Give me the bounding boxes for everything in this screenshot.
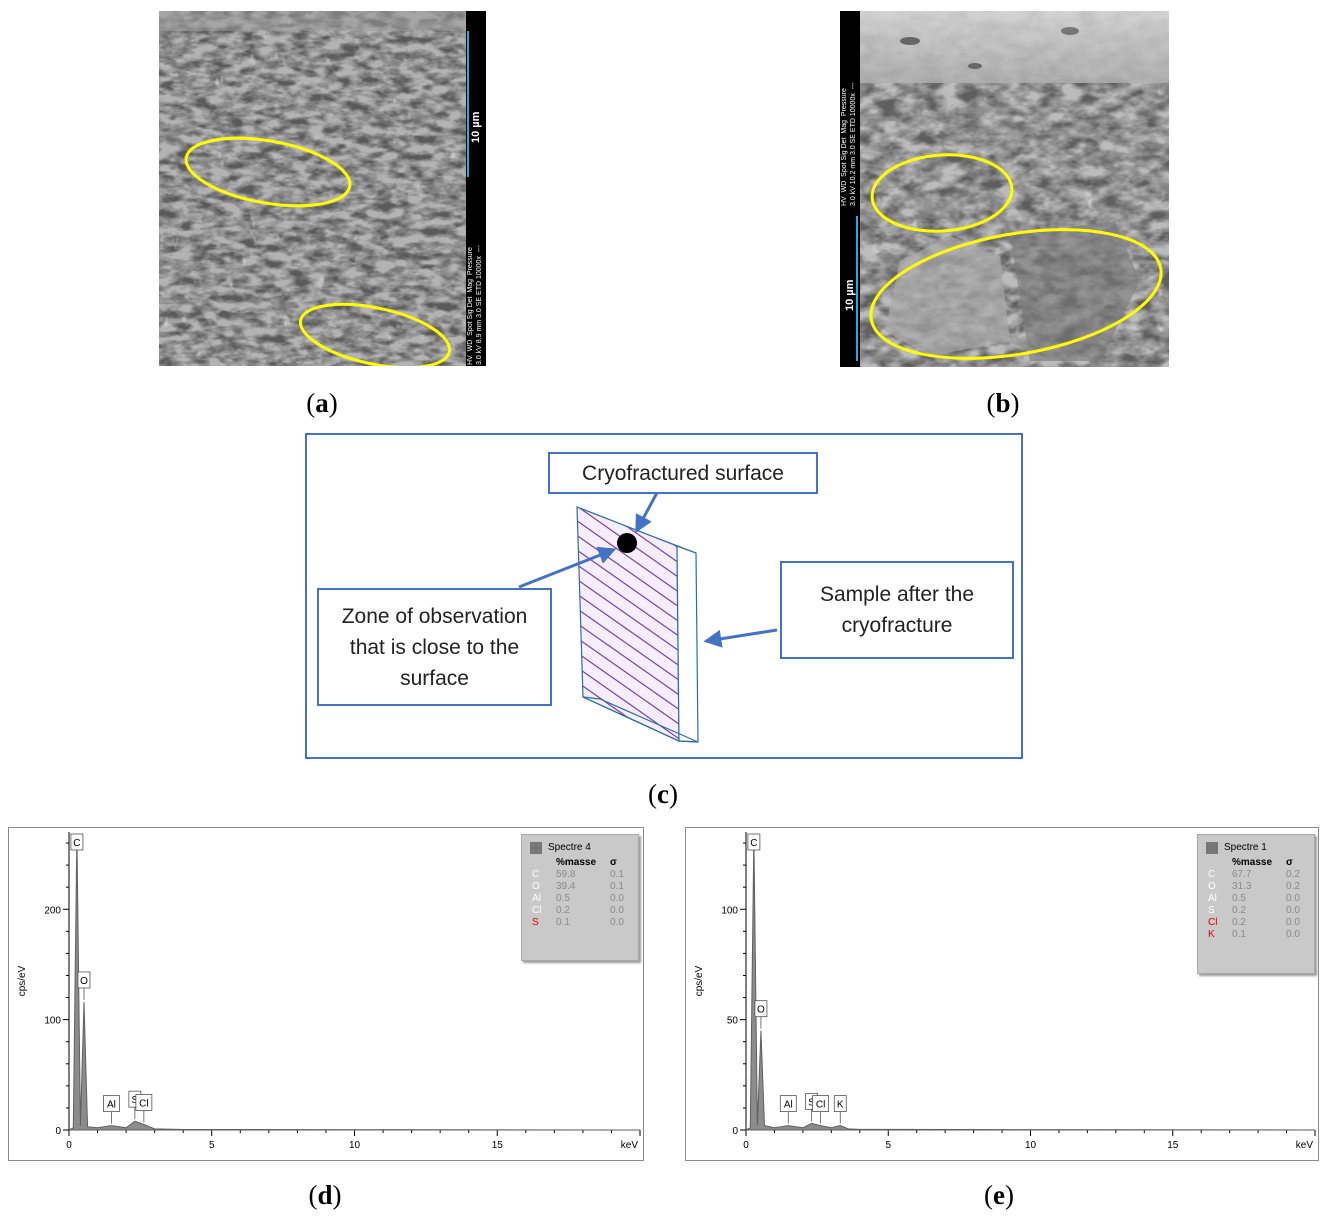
peak-label: Cl (813, 1096, 829, 1124)
legend-row: O 39.4 0.1 (522, 881, 638, 893)
caption-b: (b) (973, 388, 1033, 419)
chart-legend-d: Spectre 4 %masse σ C 59.8 0.1 O 39.4 0.1 Al 0.5 0.0… (521, 834, 639, 961)
legend-row: C 59.8 0.1 (522, 869, 638, 881)
svg-text:C: C (750, 838, 757, 849)
sem-info-line2: 3.0 kV 10.2 mm 3.0 SE ETD 10000x --- (850, 82, 857, 206)
sem-image-b: 10 µm HV WD Spot Sig Det Mag Pressure 3.… (840, 11, 1169, 367)
label-zone-of-observation: Zone of observation that is close to the… (317, 588, 552, 706)
svg-text:O: O (757, 1005, 765, 1016)
svg-text:C: C (73, 838, 80, 849)
legend-row: Al 0.5 0.0 (1198, 893, 1314, 905)
x-axis-label: keV (621, 1140, 639, 1151)
x-tick-label: 10 (349, 1140, 361, 1151)
label-sample-after-cryofracture: Sample after the cryofracture (780, 561, 1014, 659)
sem-info-line1: HV WD Spot Sig Det Mag Pressure (841, 88, 848, 206)
legend-header: %masse σ (522, 857, 638, 869)
caption-a: (a) (292, 388, 352, 419)
x-axis-label: keV (1296, 1140, 1314, 1151)
legend-row: S 0.1 0.0 (522, 917, 638, 929)
x-tick-label: 5 (885, 1140, 891, 1151)
sem-databar-a: 10 µm HV WD Spot Sig Det Mag Pressure 3.… (466, 11, 486, 366)
caption-e: (e) (969, 1180, 1029, 1211)
y-tick-label: 100 (721, 905, 738, 916)
x-tick-label: 15 (492, 1140, 504, 1151)
peak-label: C (748, 834, 760, 850)
label-cryofractured-surface: Cryofractured surface (548, 452, 818, 494)
legend-row: O 31.3 0.2 (1198, 881, 1314, 893)
y-axis-label: cps/eV (694, 965, 705, 996)
x-tick-label: 0 (66, 1140, 72, 1151)
svg-text:K: K (837, 1100, 844, 1111)
scale-label: 10 µm (844, 280, 856, 311)
peak-label: Cl (136, 1094, 152, 1122)
y-tick-label: 0 (55, 1126, 61, 1137)
legend-header: %masse σ (1198, 857, 1314, 869)
peak-label: O (755, 1001, 767, 1029)
legend-row: C 67.7 0.2 (1198, 869, 1314, 881)
y-axis-label: cps/eV (17, 965, 28, 996)
svg-text:Cl: Cl (139, 1098, 148, 1109)
x-tick-label: 15 (1167, 1140, 1179, 1151)
legend-title: Spectre 4 (522, 841, 638, 857)
caption-c: (c) (633, 779, 693, 810)
sem-databar-b: 10 µm HV WD Spot Sig Det Mag Pressure 3.… (840, 11, 860, 367)
sem-info-line1: HV WD Spot Sig Det Mag Pressure (467, 247, 474, 365)
observation-dot (617, 533, 637, 553)
y-tick-label: 100 (44, 1016, 61, 1027)
scale-line (467, 31, 469, 177)
peak-label: O (78, 972, 90, 1000)
schematic-panel: Cryofractured surface Zone of observatio… (305, 433, 1023, 759)
eds-spectrum-e: 0 5 10 15 keV 0 50 100 cps/eV C O Al S Cl K Spectre 1%… (685, 827, 1319, 1161)
x-tick-label: 0 (743, 1140, 749, 1151)
legend-row: S 0.2 0.0 (1198, 905, 1314, 917)
arrow-to-sample (707, 630, 777, 641)
svg-text:Cl: Cl (816, 1100, 825, 1111)
legend-row: Cl 0.2 0.0 (1198, 917, 1314, 929)
scale-line (856, 216, 858, 361)
peak-label: K (834, 1096, 846, 1124)
legend-title: Spectre 1 (1198, 841, 1314, 857)
legend-row: Al 0.5 0.0 (522, 893, 638, 905)
svg-text:Al: Al (784, 1100, 793, 1111)
peak-label: Al (780, 1096, 796, 1124)
eds-spectrum-d: 0 5 10 15 keV 0 100 200 cps/eV C O Al S Cl Spectre 4%… (8, 827, 644, 1161)
y-tick-label: 0 (732, 1126, 738, 1137)
legend-row: Cl 0.2 0.0 (522, 905, 638, 917)
sample-side-face (677, 546, 698, 742)
chart-legend-e: Spectre 1 %masse σ C 67.7 0.2 O 31.3 0.2 Al 0.5 0.0… (1197, 834, 1315, 974)
svg-text:Al: Al (107, 1100, 116, 1111)
scale-label: 10 µm (470, 112, 482, 143)
svg-text:O: O (80, 976, 88, 987)
sem-image-a: 10 µm HV WD Spot Sig Det Mag Pressure 3.… (159, 11, 486, 366)
arrow-to-surface (637, 489, 659, 530)
peak-label: C (71, 834, 83, 850)
legend-row: K 0.1 0.0 (1198, 929, 1314, 941)
x-tick-label: 10 (1025, 1140, 1037, 1151)
y-tick-label: 200 (44, 905, 61, 916)
caption-d: (d) (295, 1180, 355, 1211)
y-tick-label: 50 (727, 1016, 739, 1027)
sem-info-line2: 3.0 kV 8.9 mm 3.0 SE ETD 10000x --- (476, 245, 483, 365)
x-tick-label: 5 (209, 1140, 215, 1151)
peak-label: Al (103, 1096, 119, 1124)
